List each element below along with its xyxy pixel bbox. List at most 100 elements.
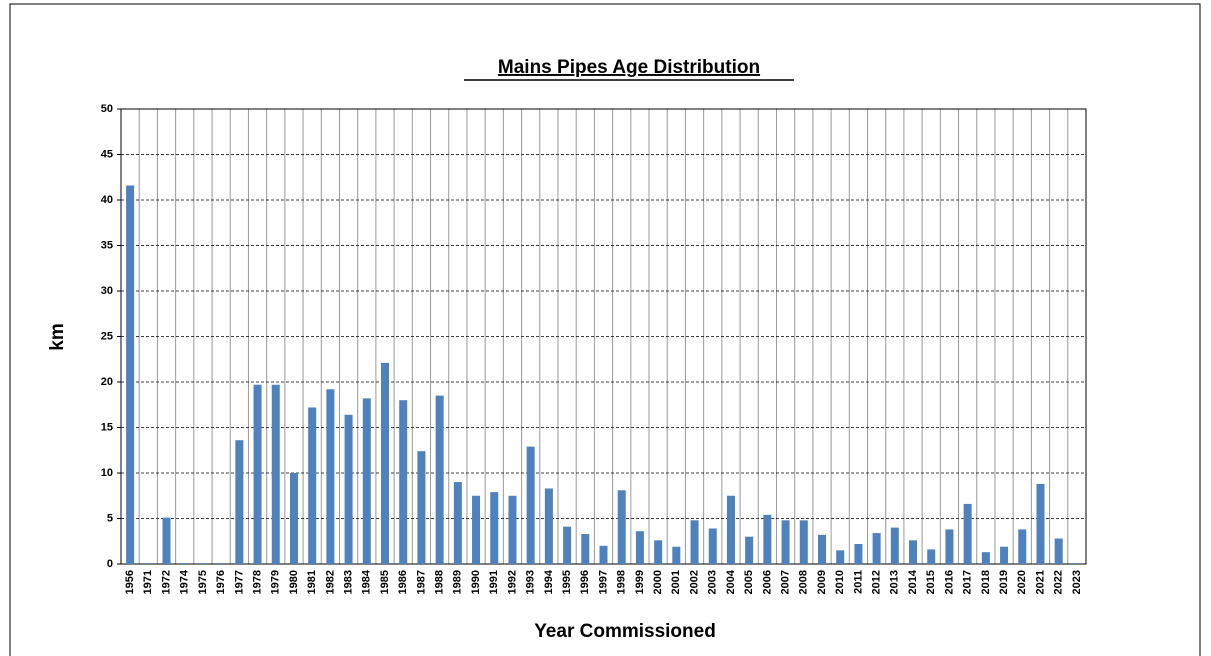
bar — [271, 384, 280, 564]
x-tick-label: 1975 — [197, 570, 209, 594]
bar — [508, 495, 517, 564]
bar — [708, 528, 717, 564]
bar — [690, 520, 699, 564]
y-tick-label: 25 — [101, 330, 113, 342]
x-tick-label: 2000 — [652, 570, 664, 594]
x-tick-label: 2018 — [980, 570, 992, 594]
x-tick-label: 1999 — [634, 570, 646, 594]
bar — [581, 533, 590, 564]
bar — [235, 440, 244, 564]
bar — [763, 514, 772, 564]
x-axis-title: Year Commissioned — [534, 621, 716, 642]
bar — [817, 534, 826, 564]
y-tick-label: 30 — [101, 285, 113, 297]
bar — [836, 550, 845, 564]
bar — [453, 482, 462, 564]
x-tick-label: 2003 — [707, 570, 719, 594]
x-tick-label: 1977 — [233, 570, 245, 594]
bar — [963, 503, 972, 564]
x-tick-label: 2019 — [998, 570, 1010, 594]
x-tick-label: 1978 — [251, 570, 263, 594]
x-tick-label: 1992 — [506, 570, 518, 594]
bar — [162, 517, 171, 564]
x-tick-label: 1997 — [597, 570, 609, 594]
y-tick-label: 40 — [101, 194, 113, 206]
bar — [381, 362, 390, 564]
bar — [526, 446, 535, 564]
y-tick-label: 10 — [101, 467, 113, 479]
bar — [417, 451, 426, 564]
x-tick-label: 1983 — [343, 570, 355, 594]
x-tick-label: 2014 — [907, 569, 919, 594]
x-tick-label: 2010 — [834, 570, 846, 594]
bar — [344, 414, 353, 564]
bar — [745, 536, 754, 564]
x-tick-label: 2016 — [943, 570, 955, 594]
x-tick-label: 2022 — [1053, 570, 1065, 594]
x-tick-label: 2006 — [761, 570, 773, 594]
bar — [435, 395, 444, 564]
x-tick-label: 1972 — [160, 570, 172, 594]
x-tick-label: 2012 — [871, 570, 883, 594]
x-tick-label: 2020 — [1016, 570, 1028, 594]
bar — [253, 384, 262, 564]
bar — [854, 543, 863, 564]
bar — [198, 563, 207, 564]
bar — [672, 546, 681, 564]
x-tick-label: 1971 — [142, 570, 154, 594]
y-tick-label: 0 — [107, 558, 113, 570]
bar — [635, 531, 644, 564]
x-tick-label: 1988 — [434, 570, 446, 594]
bar — [890, 527, 899, 564]
x-tick-label: 1993 — [525, 570, 537, 594]
x-tick-label: 2004 — [725, 569, 737, 594]
bar — [1054, 538, 1063, 564]
x-tick-label: 1985 — [379, 570, 391, 594]
bar — [799, 520, 808, 564]
y-tick-label: 15 — [101, 421, 113, 433]
y-tick-label: 45 — [101, 148, 113, 160]
y-tick-label: 20 — [101, 376, 113, 388]
x-tick-label: 1979 — [270, 570, 282, 594]
x-tick-label: 1981 — [306, 570, 318, 594]
bar — [362, 398, 371, 564]
bar — [563, 526, 572, 564]
bar — [909, 540, 918, 564]
x-tick-label: 2011 — [852, 570, 864, 594]
x-tick-label: 1995 — [561, 570, 573, 594]
bar — [1036, 483, 1045, 564]
x-tick-label: 2023 — [1071, 570, 1083, 594]
y-tick-label: 35 — [101, 239, 113, 251]
y-axis-title: km — [47, 323, 68, 350]
x-tick-label: 2021 — [1034, 570, 1046, 594]
x-tick-label: 2008 — [798, 570, 810, 594]
bar — [726, 495, 735, 564]
bar — [289, 473, 298, 564]
bar — [1000, 546, 1009, 564]
bar — [781, 520, 790, 564]
bar — [945, 529, 954, 564]
chart-title: Mains Pipes Age Distribution — [498, 57, 760, 78]
bar — [981, 552, 990, 564]
bar — [399, 400, 408, 564]
x-tick-label: 1991 — [488, 570, 500, 594]
bar — [326, 389, 335, 564]
x-tick-label: 1974 — [179, 569, 191, 594]
x-tick-label: 1998 — [616, 570, 628, 594]
x-tick-label: 1989 — [452, 570, 464, 594]
x-tick-label: 2007 — [779, 570, 791, 594]
x-tick-label: 1996 — [579, 570, 591, 594]
x-tick-label: 1990 — [470, 570, 482, 594]
bar — [490, 492, 499, 564]
bar — [927, 549, 936, 564]
y-tick-label: 5 — [107, 512, 113, 524]
bar — [1072, 563, 1081, 564]
x-tick-label: 1994 — [543, 569, 555, 594]
x-tick-label: 2017 — [962, 570, 974, 594]
x-tick-label: 1976 — [215, 570, 227, 594]
x-tick-label: 1986 — [397, 570, 409, 594]
x-tick-label: 2013 — [889, 570, 901, 594]
bar — [872, 533, 881, 564]
bar — [217, 563, 226, 564]
